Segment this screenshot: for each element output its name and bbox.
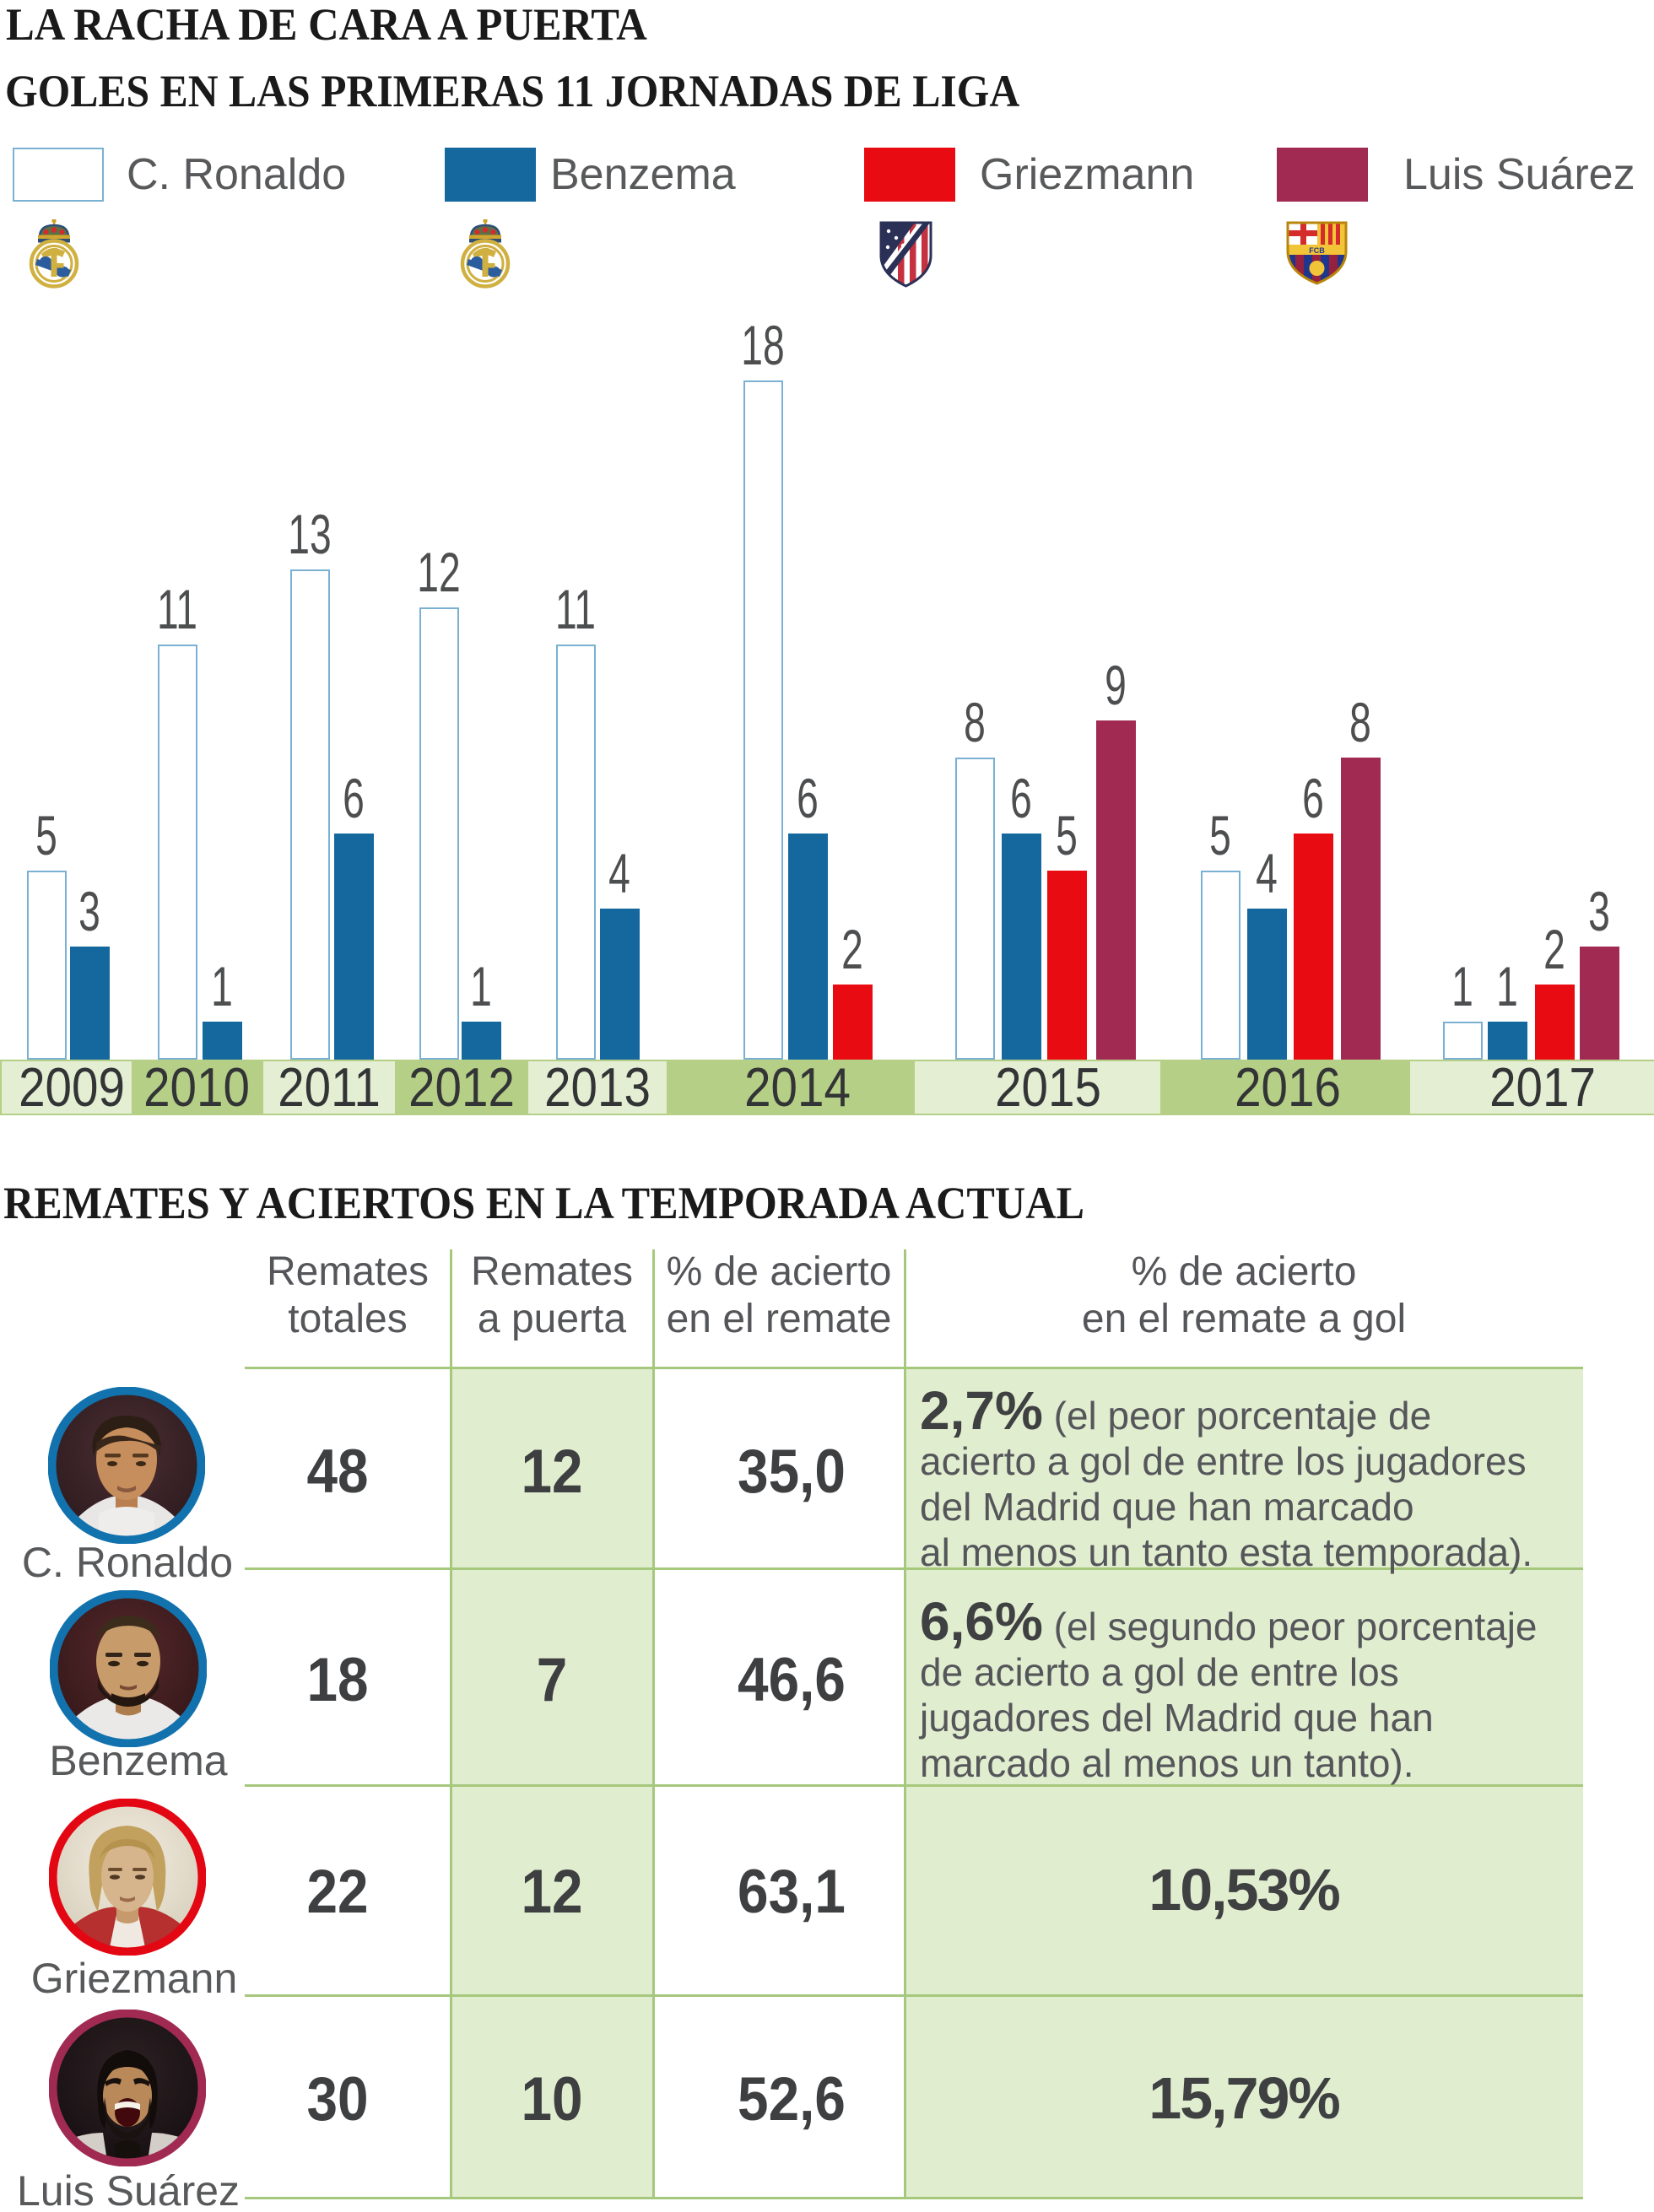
svg-text:FCB: FCB	[1309, 246, 1325, 255]
